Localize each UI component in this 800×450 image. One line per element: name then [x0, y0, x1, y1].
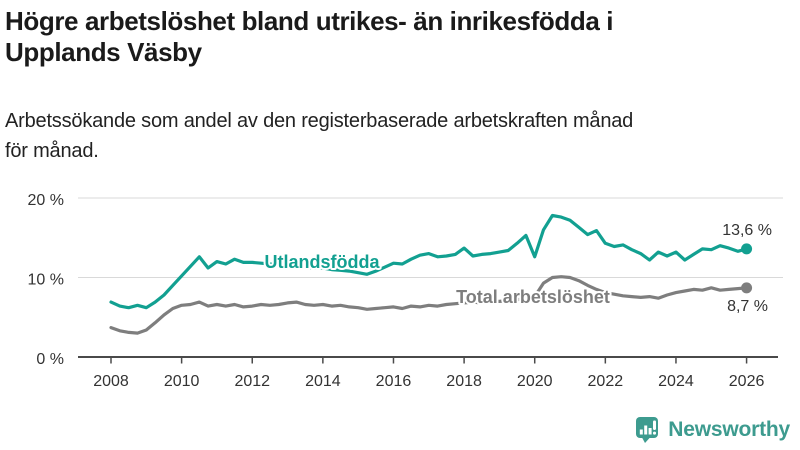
logo-exclamation-stem [653, 420, 657, 430]
end-value-label-utlandsfodda: 13,6 % [722, 222, 772, 239]
chart-subtitle-line-1: Arbetssökande som andel av den registerb… [5, 110, 634, 132]
x-axis-label: 2010 [164, 373, 200, 390]
x-axis-label: 2014 [305, 373, 341, 390]
page-title-line-1: Högre arbetslöshet bland utrikes- än inr… [5, 6, 614, 36]
newsworthy-icon [636, 417, 659, 443]
x-axis-label: 2024 [658, 373, 694, 390]
series-line-utlandsfodda [109, 213, 749, 310]
unemployment-line-chart: 0 % 10 % 20 % 2008 2010 2012 2014 2016 2018 2020 2… [0, 185, 800, 400]
logo-bar-medium [648, 428, 652, 435]
newsworthy-logo[interactable]: Newsworthy [635, 416, 790, 443]
logo-bar-small [640, 429, 644, 435]
logo-bar-tall [644, 425, 648, 435]
page-title-line-2: Upplands Väsby [5, 37, 202, 67]
chart-subtitle-line-2: för månad. [5, 140, 99, 162]
x-axis-label: 2026 [729, 373, 765, 390]
x-axis-label: 2018 [446, 373, 482, 390]
x-axis-label: 2020 [517, 373, 553, 390]
page-title: Högre arbetslöshet bland utrikes- än inr… [5, 6, 785, 68]
series-line-total [109, 275, 749, 335]
series-label-total: Total arbetslöshet [456, 287, 610, 307]
x-axis-label: 2008 [93, 373, 129, 390]
chart-canvas: 0 % 10 % 20 % 2008 2010 2012 2014 2016 2018 2020 2… [28, 192, 783, 390]
series-label-utlandsfodda: Utlandsfödda [265, 252, 381, 272]
y-axis-label: 20 % [28, 192, 64, 209]
y-axis-label: 0 % [36, 351, 64, 368]
x-axis-label: 2016 [376, 373, 412, 390]
header: Högre arbetslöshet bland utrikes- än inr… [5, 6, 785, 68]
series-end-dot-utlandsfodda [741, 243, 753, 255]
x-axis-label: 2012 [234, 373, 270, 390]
logo-exclamation-dot [653, 431, 657, 435]
x-axis-label: 2022 [588, 373, 624, 390]
brand-name: Newsworthy [668, 417, 790, 441]
end-value-label-total: 8,7 % [727, 298, 768, 315]
y-axis-label: 10 % [28, 272, 64, 289]
series-end-dot-total [741, 282, 753, 294]
chart-subtitle: Arbetssökande som andel av den registerb… [5, 106, 785, 166]
